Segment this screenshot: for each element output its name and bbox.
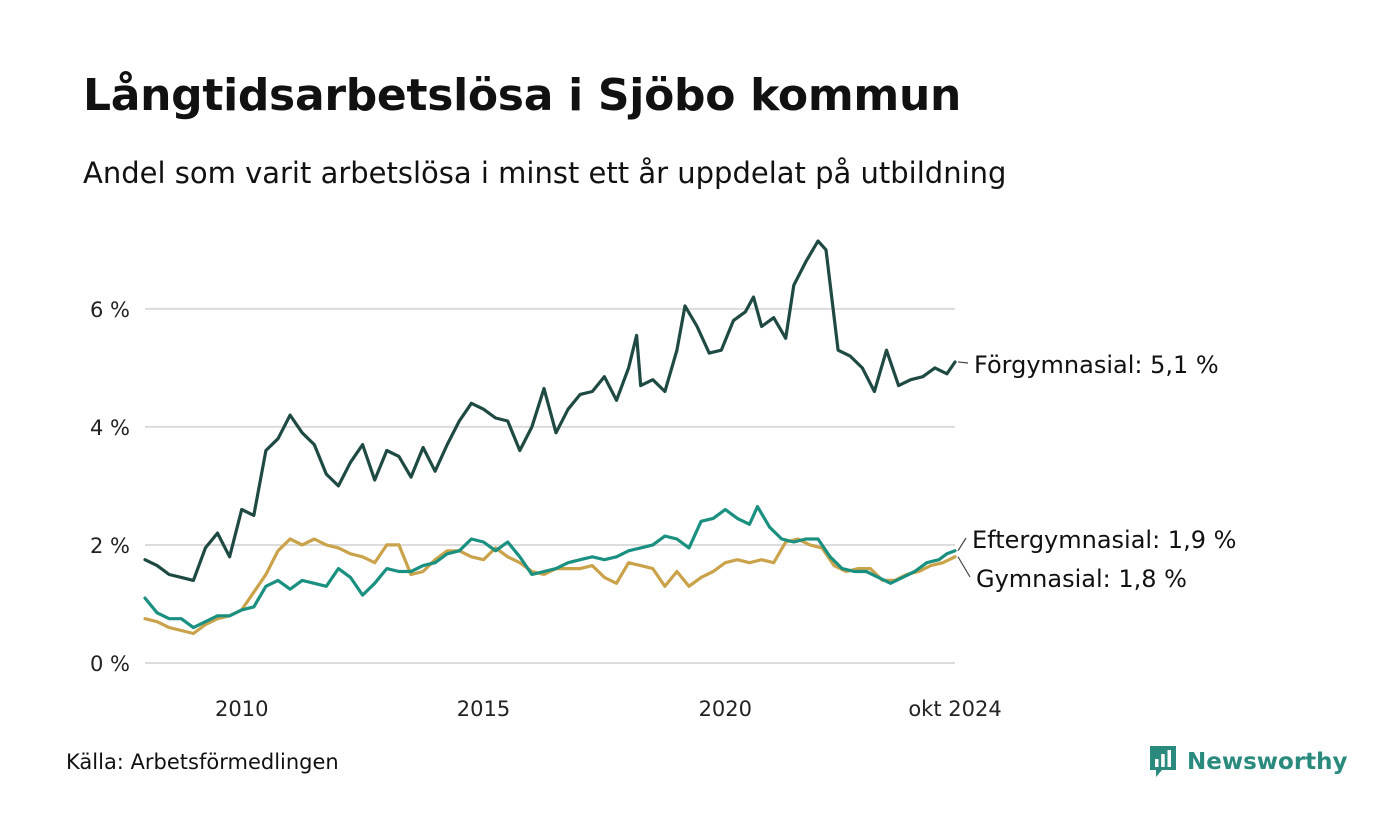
y-tick-label: 4 % [90, 416, 130, 440]
series-line-eftergymnasial [143, 505, 957, 630]
y-tick-label: 0 % [90, 652, 130, 676]
x-tick-label: 2015 [457, 697, 510, 721]
end-label-förgymnasial: Förgymnasial: 5,1 % [974, 351, 1219, 379]
y-axis: 0 % 2 % 4 % 6 % [90, 298, 130, 676]
end-label-gymnasial: Gymnasial: 1,8 % [976, 565, 1187, 593]
brand-logo[interactable]: Newsworthy [1148, 744, 1348, 780]
bar-chart-logo-icon [1150, 746, 1176, 777]
chart-subtitle: Andel som varit arbetslösa i minst ett å… [83, 156, 1007, 190]
brand-name: Newsworthy [1187, 749, 1348, 775]
end-label-connector [957, 361, 969, 364]
series-lines [143, 239, 957, 636]
series-end-labels: Förgymnasial: 5,1 % Eftergymnasial: 1,9 %… [957, 351, 1236, 593]
x-axis: 2010 2015 2020 okt 2024 [215, 697, 1002, 721]
end-label-connector [957, 537, 967, 552]
x-tick-label: 2010 [215, 697, 268, 721]
series-line-förgymnasial [143, 239, 957, 582]
chart-title: Långtidsarbetslösa i Sjöbo kommun [83, 70, 962, 121]
end-label-connector [957, 556, 971, 578]
end-label-eftergymnasial: Eftergymnasial: 1,9 % [972, 526, 1236, 554]
y-tick-label: 2 % [90, 534, 130, 558]
source-note: Källa: Arbetsförmedlingen [66, 750, 339, 774]
y-tick-label: 6 % [90, 298, 130, 322]
gridlines [145, 307, 955, 664]
x-tick-label: 2020 [699, 697, 752, 721]
x-tick-label: okt 2024 [908, 697, 1001, 721]
